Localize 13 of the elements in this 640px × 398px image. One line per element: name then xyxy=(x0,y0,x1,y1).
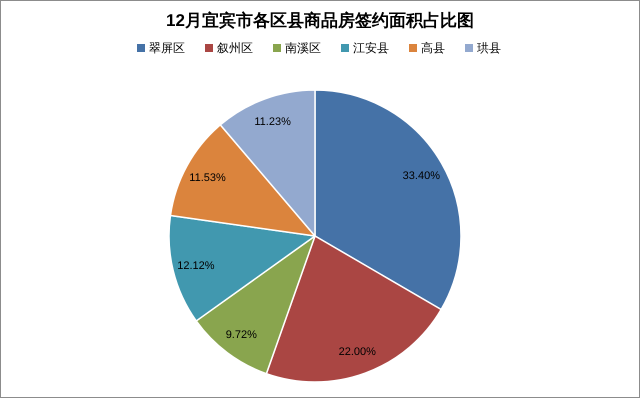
chart-title: 12月宜宾市各区县商品房签约面积占比图 xyxy=(166,11,474,30)
data-label: 33.40% xyxy=(402,170,440,182)
legend-label: 叙州区 xyxy=(217,41,253,55)
legend-label: 江安县 xyxy=(353,41,389,55)
data-label: 12.12% xyxy=(177,260,215,272)
legend-label: 翠屏区 xyxy=(149,41,185,55)
data-label: 22.00% xyxy=(338,346,376,358)
legend-label: 南溪区 xyxy=(285,41,321,55)
legend-label: 高县 xyxy=(421,41,445,55)
data-label: 11.53% xyxy=(189,172,226,184)
data-label: 11.23% xyxy=(254,116,292,128)
data-label: 9.72% xyxy=(226,329,258,342)
legend-label: 珙县 xyxy=(477,41,501,55)
